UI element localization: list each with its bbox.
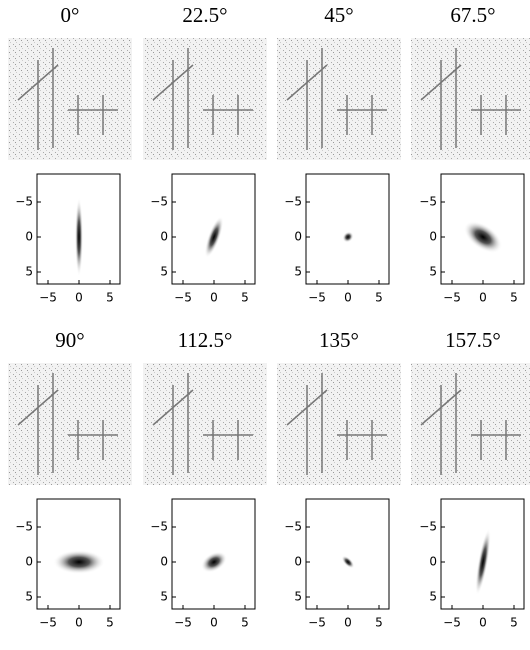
x-tick-label: 0 bbox=[344, 616, 352, 630]
filtered-image bbox=[143, 38, 267, 160]
filtered-image bbox=[8, 38, 132, 160]
panel-title: 112.5° bbox=[178, 328, 233, 352]
y-tick-label: 5 bbox=[160, 590, 168, 604]
figure: 0° −5 0 5 −5 0 5 22.5° −5 0 5 −5 0 5 45° −5 0 5 −5 0 5 67.5° −… bbox=[0, 0, 530, 650]
y-tick-label: −5 bbox=[150, 195, 168, 209]
x-tick-label: −5 bbox=[39, 616, 57, 630]
x-tick-label: 5 bbox=[510, 616, 518, 630]
y-tick-label: −5 bbox=[150, 520, 168, 534]
y-tick-label: 0 bbox=[294, 230, 302, 244]
y-tick-label: 5 bbox=[429, 265, 437, 279]
kernel bbox=[53, 550, 105, 574]
panel-title: 67.5° bbox=[450, 3, 495, 27]
panel-title: 0° bbox=[61, 3, 80, 27]
y-tick-label: 0 bbox=[429, 230, 437, 244]
image-bg bbox=[8, 363, 132, 485]
panel-title: 90° bbox=[55, 328, 84, 352]
y-tick-label: 5 bbox=[25, 265, 33, 279]
x-tick-label: −5 bbox=[174, 291, 192, 305]
y-tick-label: 0 bbox=[160, 230, 168, 244]
y-tick-label: −5 bbox=[284, 195, 302, 209]
image-bg bbox=[143, 363, 267, 485]
y-tick-label: 5 bbox=[294, 590, 302, 604]
filtered-image bbox=[8, 363, 132, 485]
image-bg bbox=[8, 38, 132, 160]
y-tick-label: 5 bbox=[160, 265, 168, 279]
y-tick-label: −5 bbox=[15, 520, 33, 534]
kernel bbox=[75, 197, 83, 277]
x-tick-label: −5 bbox=[308, 616, 326, 630]
x-tick-label: 0 bbox=[75, 291, 83, 305]
panel-title: 135° bbox=[319, 328, 359, 352]
x-tick-label: 5 bbox=[510, 291, 518, 305]
filtered-image bbox=[411, 38, 530, 160]
y-tick-label: −5 bbox=[419, 520, 437, 534]
filtered-image bbox=[277, 38, 401, 160]
filtered-image bbox=[411, 363, 530, 485]
x-tick-label: 0 bbox=[479, 291, 487, 305]
x-tick-label: 0 bbox=[210, 616, 218, 630]
y-tick-label: 0 bbox=[25, 230, 33, 244]
x-tick-label: 5 bbox=[241, 616, 249, 630]
kernel-bg bbox=[306, 499, 389, 609]
image-bg bbox=[143, 38, 267, 160]
x-tick-label: −5 bbox=[308, 291, 326, 305]
panel-title: 45° bbox=[324, 3, 353, 27]
x-tick-label: 0 bbox=[344, 291, 352, 305]
x-tick-label: −5 bbox=[443, 616, 461, 630]
x-tick-label: −5 bbox=[39, 291, 57, 305]
x-tick-label: −5 bbox=[443, 291, 461, 305]
y-tick-label: 5 bbox=[429, 590, 437, 604]
x-tick-label: −5 bbox=[174, 616, 192, 630]
x-tick-label: 0 bbox=[210, 291, 218, 305]
x-tick-label: 5 bbox=[106, 616, 114, 630]
y-tick-label: 5 bbox=[294, 265, 302, 279]
y-tick-label: −5 bbox=[15, 195, 33, 209]
x-tick-label: 5 bbox=[106, 291, 114, 305]
x-tick-label: 0 bbox=[479, 616, 487, 630]
image-bg bbox=[411, 38, 530, 160]
image-bg bbox=[277, 363, 401, 485]
kernel-bg bbox=[306, 174, 389, 284]
filtered-image bbox=[143, 363, 267, 485]
y-tick-label: 0 bbox=[429, 555, 437, 569]
image-bg bbox=[411, 363, 530, 485]
y-tick-label: 0 bbox=[25, 555, 33, 569]
y-tick-label: −5 bbox=[419, 195, 437, 209]
y-tick-label: 0 bbox=[294, 555, 302, 569]
x-tick-label: 5 bbox=[241, 291, 249, 305]
x-tick-label: 5 bbox=[375, 291, 383, 305]
panel-title: 157.5° bbox=[445, 328, 501, 352]
x-tick-label: 0 bbox=[75, 616, 83, 630]
image-bg bbox=[277, 38, 401, 160]
y-tick-label: 5 bbox=[25, 590, 33, 604]
y-tick-label: −5 bbox=[284, 520, 302, 534]
x-tick-label: 5 bbox=[375, 616, 383, 630]
panel-title: 22.5° bbox=[182, 3, 227, 27]
y-tick-label: 0 bbox=[160, 555, 168, 569]
filtered-image bbox=[277, 363, 401, 485]
